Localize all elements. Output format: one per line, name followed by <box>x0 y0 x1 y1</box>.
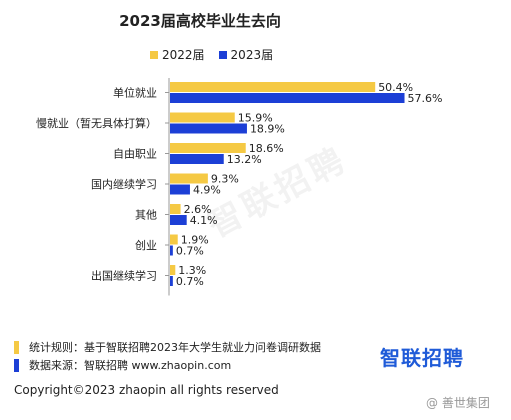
data-label: 18.9% <box>250 123 285 136</box>
bar-2023 <box>170 154 224 164</box>
bar-2022 <box>170 234 178 245</box>
data-label: 4.1% <box>190 214 218 227</box>
bar-2023 <box>170 215 187 225</box>
source-note-marker <box>14 358 19 372</box>
data-label: 2.6% <box>184 203 212 216</box>
copyright-text: Copyright©2023 zhaopin all rights reserv… <box>14 383 279 397</box>
category-label: 创业 <box>135 239 157 252</box>
bar-2022 <box>170 143 246 153</box>
rule-note: 统计规则：基于智联招聘2023年大学生就业力问卷调研数据 <box>14 338 321 356</box>
data-label: 1.3% <box>178 264 206 277</box>
bar-2022 <box>170 265 176 275</box>
bar-2023 <box>170 123 247 134</box>
bar-2022 <box>170 82 376 92</box>
legend-label-2023: 2023届 <box>230 48 274 62</box>
category-label: 国内继续学习 <box>91 177 157 191</box>
category-label: 慢就业（暂无具体打算） <box>36 116 157 130</box>
data-label: 0.7% <box>176 275 204 288</box>
bar-2022 <box>170 173 208 184</box>
data-label: 15.9% <box>238 112 273 125</box>
data-label: 57.6% <box>408 92 443 105</box>
bar-2023 <box>170 276 173 286</box>
legend-swatch-2023 <box>218 50 227 59</box>
data-label: 50.4% <box>378 81 413 94</box>
data-label: 18.6% <box>249 142 284 155</box>
bar-2022 <box>170 204 181 214</box>
bar-chart: 单位就业 50.4%57.6% 慢就业（暂无具体打算） 15.9%18.9% 自由职业 1… <box>36 78 443 296</box>
legend-label-2022: 2022届 <box>162 48 205 62</box>
zhaopin-logo: 智联招聘 <box>380 346 464 370</box>
source-note: 数据来源：智联招聘 www.zhaopin.com <box>14 356 321 374</box>
category-label: 其他 <box>135 209 157 222</box>
category-label: 出国继续学习 <box>91 269 157 283</box>
rule-note-text: 统计规则：基于智联招聘2023年大学生就业力问卷调研数据 <box>29 341 321 354</box>
legend-swatch-2022 <box>150 50 158 59</box>
legend-item-2023: 2023届 <box>218 46 274 63</box>
bar-2023 <box>170 184 190 195</box>
data-label: 0.7% <box>176 245 204 258</box>
data-label: 13.2% <box>227 153 262 166</box>
legend: 2022届 2023届 <box>150 46 287 63</box>
corner-watermark: @ 善世集团 <box>426 396 490 410</box>
legend-item-2022: 2022届 <box>150 46 205 63</box>
data-label: 1.9% <box>181 234 209 247</box>
bar-2022 <box>170 112 235 123</box>
chart-title: 2023届高校毕业生去向 <box>119 12 281 30</box>
bar-2023 <box>170 93 405 103</box>
data-label: 4.9% <box>193 184 221 197</box>
bar-2023 <box>170 245 173 256</box>
rule-note-marker <box>14 340 19 354</box>
data-label: 9.3% <box>211 173 239 186</box>
footer-notes: 统计规则：基于智联招聘2023年大学生就业力问卷调研数据 数据来源：智联招聘 w… <box>14 338 321 374</box>
category-label: 自由职业 <box>113 147 157 161</box>
source-note-text: 数据来源：智联招聘 www.zhaopin.com <box>29 359 232 372</box>
category-label: 单位就业 <box>113 86 157 100</box>
